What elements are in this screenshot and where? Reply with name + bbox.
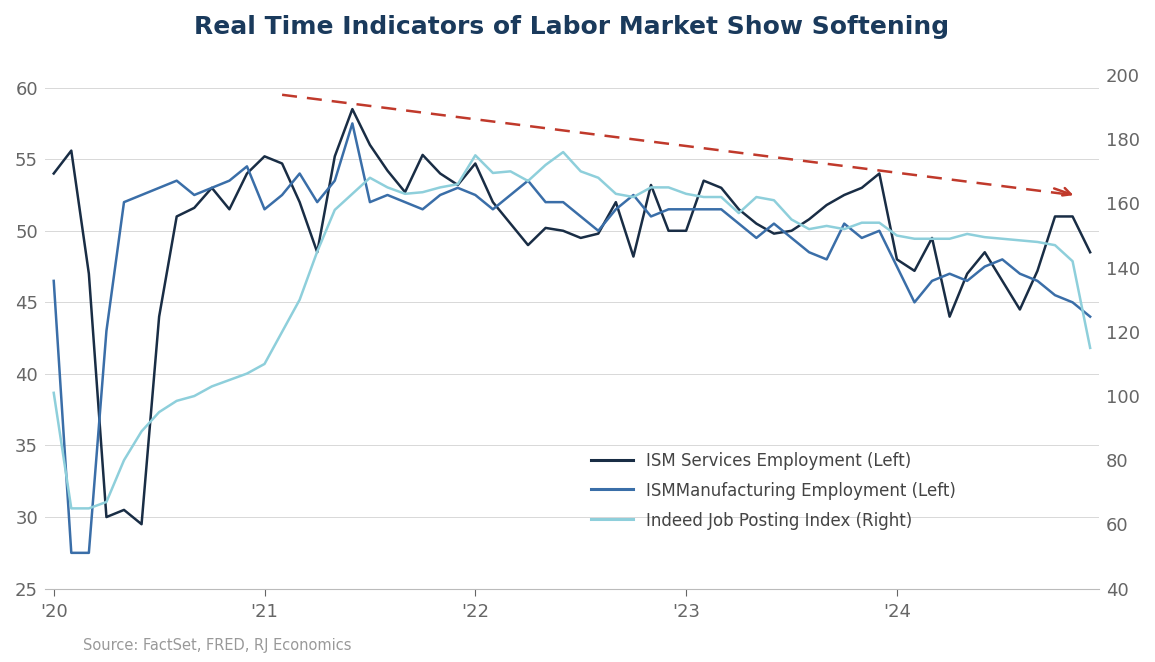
Legend: ISM Services Employment (Left), ISMManufacturing Employment (Left), Indeed Job P: ISM Services Employment (Left), ISMManuf… bbox=[582, 444, 964, 538]
Title: Real Time Indicators of Labor Market Show Softening: Real Time Indicators of Labor Market Sho… bbox=[194, 15, 949, 39]
Text: Source: FactSet, FRED, RJ Economics: Source: FactSet, FRED, RJ Economics bbox=[83, 638, 351, 653]
